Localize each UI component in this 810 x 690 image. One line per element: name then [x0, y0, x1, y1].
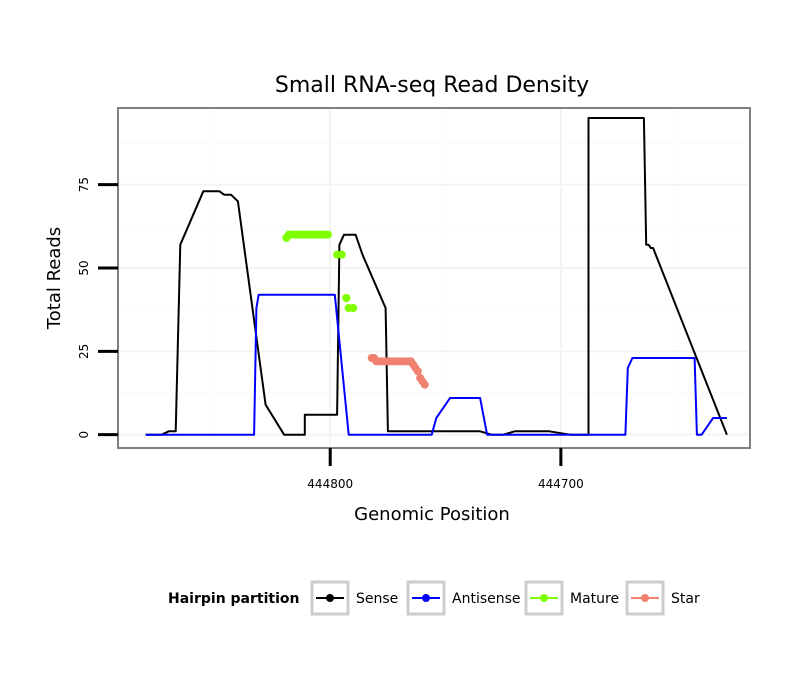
panel-background — [118, 108, 750, 448]
legend-key-point — [326, 594, 334, 602]
series-antisense — [145, 293, 727, 436]
x-tick-label: 444800 — [307, 477, 353, 491]
legend-item-sense: Sense — [310, 580, 398, 616]
data-point-mature — [323, 230, 332, 239]
y-tick-label: 75 — [77, 177, 91, 192]
legend-key-point — [641, 594, 649, 602]
legend-label: Star — [671, 591, 700, 607]
minor-gridlines — [118, 108, 750, 448]
data-point-star — [420, 380, 429, 389]
y-axis: 0 25 50 75 — [77, 177, 118, 438]
legend-label: Sense — [356, 591, 398, 607]
legend-key-point — [540, 594, 548, 602]
chart-title: Small RNA-seq Read Density — [275, 73, 589, 98]
legend-item-mature: Mature — [524, 580, 619, 616]
x-axis: 444800 444700 — [307, 448, 584, 491]
series-star — [367, 354, 429, 389]
series-sense — [145, 117, 728, 436]
y-tick-label: 50 — [77, 260, 91, 275]
legend-item-star: Star — [625, 580, 700, 616]
series-layer — [145, 117, 728, 436]
data-point-star — [413, 367, 422, 376]
y-axis-title: Total Reads — [44, 227, 65, 330]
data-point-mature — [349, 304, 358, 312]
y-tick-label: 25 — [77, 344, 91, 359]
x-axis-title: Genomic Position — [354, 504, 510, 525]
data-point-mature — [337, 250, 346, 259]
panel — [117, 107, 751, 449]
data-point-mature — [342, 294, 351, 302]
x-tick-label: 444700 — [538, 477, 584, 491]
legend-title: Hairpin partition — [168, 591, 299, 607]
y-tick-label: 0 — [77, 431, 91, 439]
series-line-antisense — [145, 293, 727, 436]
legend-key-point — [422, 594, 430, 602]
panel-border — [117, 107, 751, 449]
legend-label: Antisense — [452, 591, 521, 607]
legend: Hairpin partition Sense Antisense Mature St… — [168, 580, 700, 616]
legend-label: Mature — [570, 591, 619, 607]
legend-item-antisense: Antisense — [406, 580, 521, 616]
series-line-sense — [145, 117, 728, 436]
series-mature — [282, 230, 358, 312]
